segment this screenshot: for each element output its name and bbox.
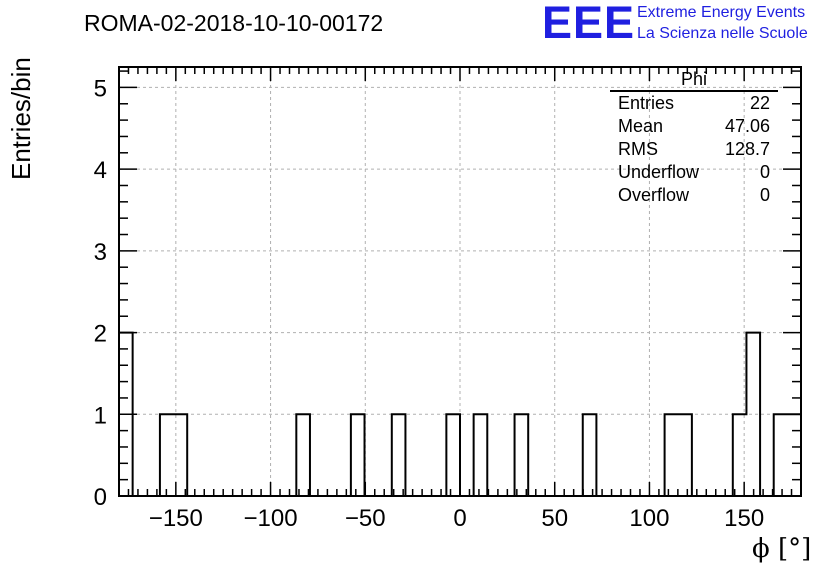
y-tick-label: 2 [94,321,107,348]
stats-row-entries: Entries 22 [610,92,778,115]
stats-box-title: Phi [610,68,778,92]
y-tick-label: 0 [94,484,107,511]
stats-label: Underflow [618,162,700,182]
x-tick-label: −100 [244,505,298,532]
x-axis-label: ϕ [°] [752,534,812,564]
stats-row-rms: RMS 128.7 [610,138,778,161]
histogram-bin [774,414,788,496]
histogram-bin [474,414,488,496]
logo-line-2: La Scienza nelle Scuole [637,25,808,42]
histogram-bin [787,414,801,496]
x-tick-label: 0 [453,505,466,532]
x-tick-label: −50 [345,505,386,532]
histogram-bin [515,414,529,496]
stats-label: Overflow [618,185,690,205]
x-tick-label: 50 [541,505,568,532]
histogram-bin [746,333,760,496]
tick-labels: −150 −100 −50 0 50 100 150 0 1 2 3 4 5 [94,75,765,532]
histogram-bin [392,414,406,496]
stats-label: Entries [618,93,675,113]
histogram-bin [351,414,365,496]
x-tick-label: −150 [149,505,203,532]
stats-value: 0 [759,162,770,182]
stats-row-overflow: Overflow 0 [610,184,778,207]
y-tick-label: 1 [94,402,107,429]
y-axis-label: Entries/bin [6,57,36,180]
y-tick-label: 3 [94,239,107,266]
stats-box: Phi Entries 22 Mean 47.06 RMS 128.7 Unde… [610,68,778,207]
x-tick-label: 100 [629,505,669,532]
histogram-bin [678,414,692,496]
stats-value: 47.06 [724,116,770,136]
axes-frame [118,66,802,497]
histogram-bin [296,414,310,496]
logo-line-1: Extreme Energy Events [637,4,806,21]
y-tick-label: 5 [94,75,107,102]
histogram-bin [583,414,597,496]
stats-value: 0 [759,185,770,205]
y-tick-label: 4 [94,157,107,184]
run-title: ROMA-02-2018-10-10-00172 [84,10,384,36]
stats-label: Mean [618,116,664,136]
histogram-bin [446,414,460,496]
eee-logo: EEE [542,0,636,48]
stats-row-underflow: Underflow 0 [610,161,778,184]
stats-value: 128.7 [724,139,770,159]
stats-row-mean: Mean 47.06 [610,115,778,138]
x-tick-label: 150 [724,505,764,532]
histogram-bin [665,414,679,496]
stats-label: RMS [618,139,658,159]
histogram-bin [160,414,174,496]
stats-value: 22 [749,93,770,113]
